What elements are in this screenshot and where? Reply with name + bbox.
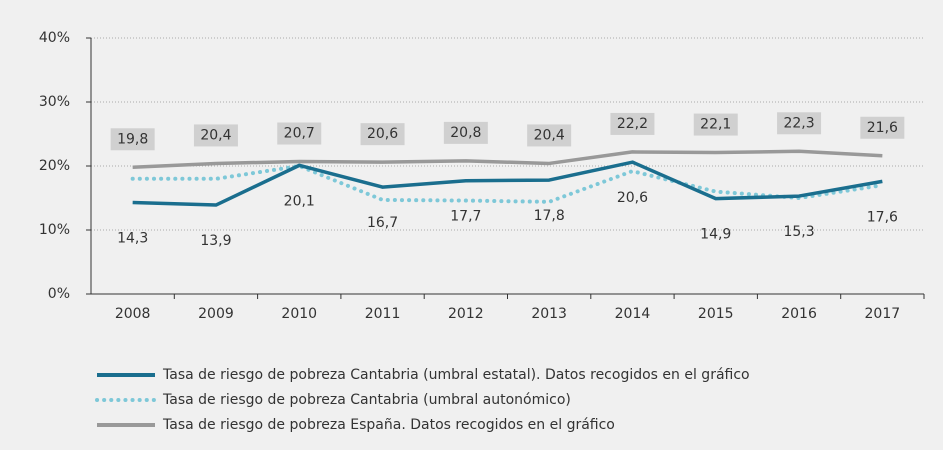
data-label: 20,1 bbox=[284, 193, 315, 209]
y-tick-label: 10% bbox=[39, 222, 70, 238]
data-label: 20,4 bbox=[534, 127, 565, 143]
x-tick-label: 2010 bbox=[281, 306, 317, 322]
data-label: 22,2 bbox=[617, 116, 648, 132]
series-line bbox=[132, 160, 883, 207]
data-label: 14,9 bbox=[700, 227, 731, 243]
label-box bbox=[360, 123, 405, 146]
label-box bbox=[193, 124, 238, 147]
y-tick-label: 0% bbox=[48, 286, 70, 302]
label-box bbox=[860, 116, 905, 139]
series-line bbox=[132, 149, 883, 170]
data-label: 22,1 bbox=[700, 117, 731, 133]
data-label: 17,8 bbox=[534, 208, 565, 224]
label-box bbox=[110, 128, 155, 151]
x-tick-label: 2013 bbox=[531, 306, 567, 322]
legend-label: Tasa de riesgo de pobreza Cantabria (umb… bbox=[162, 392, 571, 408]
x-tick-label: 2014 bbox=[615, 306, 651, 322]
data-label: 16,7 bbox=[367, 215, 398, 231]
series-line bbox=[130, 164, 885, 204]
data-label: 13,9 bbox=[200, 233, 231, 249]
y-tick-label: 40% bbox=[39, 30, 70, 46]
x-tick-label: 2015 bbox=[698, 306, 734, 322]
x-tick-label: 2009 bbox=[198, 306, 234, 322]
data-label: 22,3 bbox=[783, 115, 814, 131]
data-label: 17,7 bbox=[450, 209, 481, 225]
data-label: 17,6 bbox=[867, 209, 898, 225]
data-label: 21,6 bbox=[867, 120, 898, 136]
x-tick-label: 2016 bbox=[781, 306, 817, 322]
label-box bbox=[693, 113, 738, 136]
y-tick-label: 20% bbox=[39, 158, 70, 174]
label-box bbox=[277, 122, 322, 145]
label-box bbox=[777, 112, 822, 135]
data-label: 19,8 bbox=[117, 131, 148, 147]
data-label: 20,6 bbox=[617, 190, 648, 206]
legend-label: Tasa de riesgo de pobreza Cantabria (umb… bbox=[162, 367, 750, 383]
label-box bbox=[527, 124, 572, 147]
data-label: 20,8 bbox=[450, 125, 481, 141]
data-label: 20,7 bbox=[284, 126, 315, 142]
data-label: 20,6 bbox=[367, 126, 398, 142]
x-tick-label: 2011 bbox=[365, 306, 401, 322]
data-label: 15,3 bbox=[783, 224, 814, 240]
label-box bbox=[610, 112, 655, 135]
label-box bbox=[443, 121, 488, 144]
x-tick-label: 2012 bbox=[448, 306, 484, 322]
legend-label: Tasa de riesgo de pobreza España. Datos … bbox=[162, 417, 615, 433]
data-label: 20,4 bbox=[200, 127, 231, 143]
x-tick-label: 2008 bbox=[115, 306, 151, 322]
data-label: 14,3 bbox=[117, 230, 148, 246]
x-tick-label: 2017 bbox=[865, 306, 901, 322]
y-tick-label: 30% bbox=[39, 94, 70, 110]
